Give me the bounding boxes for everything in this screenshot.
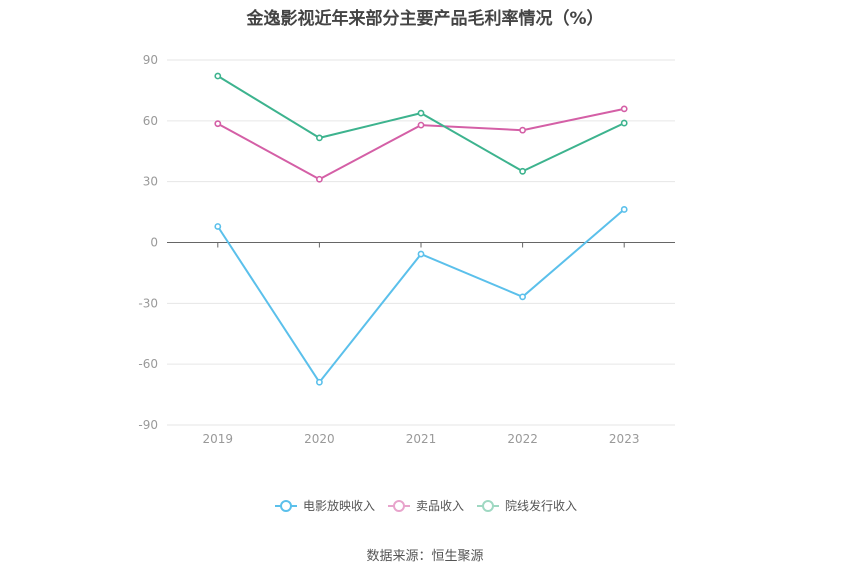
data-point [417, 250, 425, 258]
data-point [417, 121, 425, 129]
x-tick-label: 2019 [203, 432, 234, 446]
data-point [620, 105, 628, 113]
x-tick-label: 2020 [304, 432, 335, 446]
data-source-note: 数据来源：恒生聚源 [366, 549, 484, 564]
data-point [620, 119, 628, 127]
data-point [315, 134, 323, 142]
x-tick-label: 2021 [406, 432, 437, 446]
data-point [315, 175, 323, 183]
data-point [214, 72, 222, 80]
y-tick-label: -30 [138, 296, 158, 310]
series-line [216, 208, 625, 384]
y-tick-label: 30 [143, 175, 158, 189]
data-point [315, 378, 323, 386]
chart-title: 金逸影视近年来部分主要产品毛利率情况（%） [246, 9, 604, 29]
data-point [417, 109, 425, 117]
y-tick-label: 90 [143, 53, 158, 67]
y-tick-label: -60 [138, 357, 158, 371]
series-line [217, 107, 625, 181]
y-tick-label: -90 [138, 418, 158, 432]
data-point [214, 223, 222, 230]
data-point [519, 293, 526, 301]
legend-label: 电影放映收入 [303, 498, 375, 513]
data-point [620, 206, 628, 213]
x-tick-label: 2023 [609, 432, 640, 446]
legend-swatch-marker [280, 500, 292, 512]
data-point [214, 120, 222, 128]
legend-swatch-marker [393, 500, 405, 512]
y-tick-label: 0 [150, 236, 158, 250]
data-point [519, 126, 526, 134]
y-tick-label: 60 [143, 114, 158, 128]
x-tick-label: 2022 [507, 432, 538, 446]
legend-swatch-marker [482, 500, 494, 512]
legend-label: 卖品收入 [416, 499, 464, 513]
legend-label: 院线发行收入 [505, 498, 577, 513]
data-point [519, 167, 526, 175]
